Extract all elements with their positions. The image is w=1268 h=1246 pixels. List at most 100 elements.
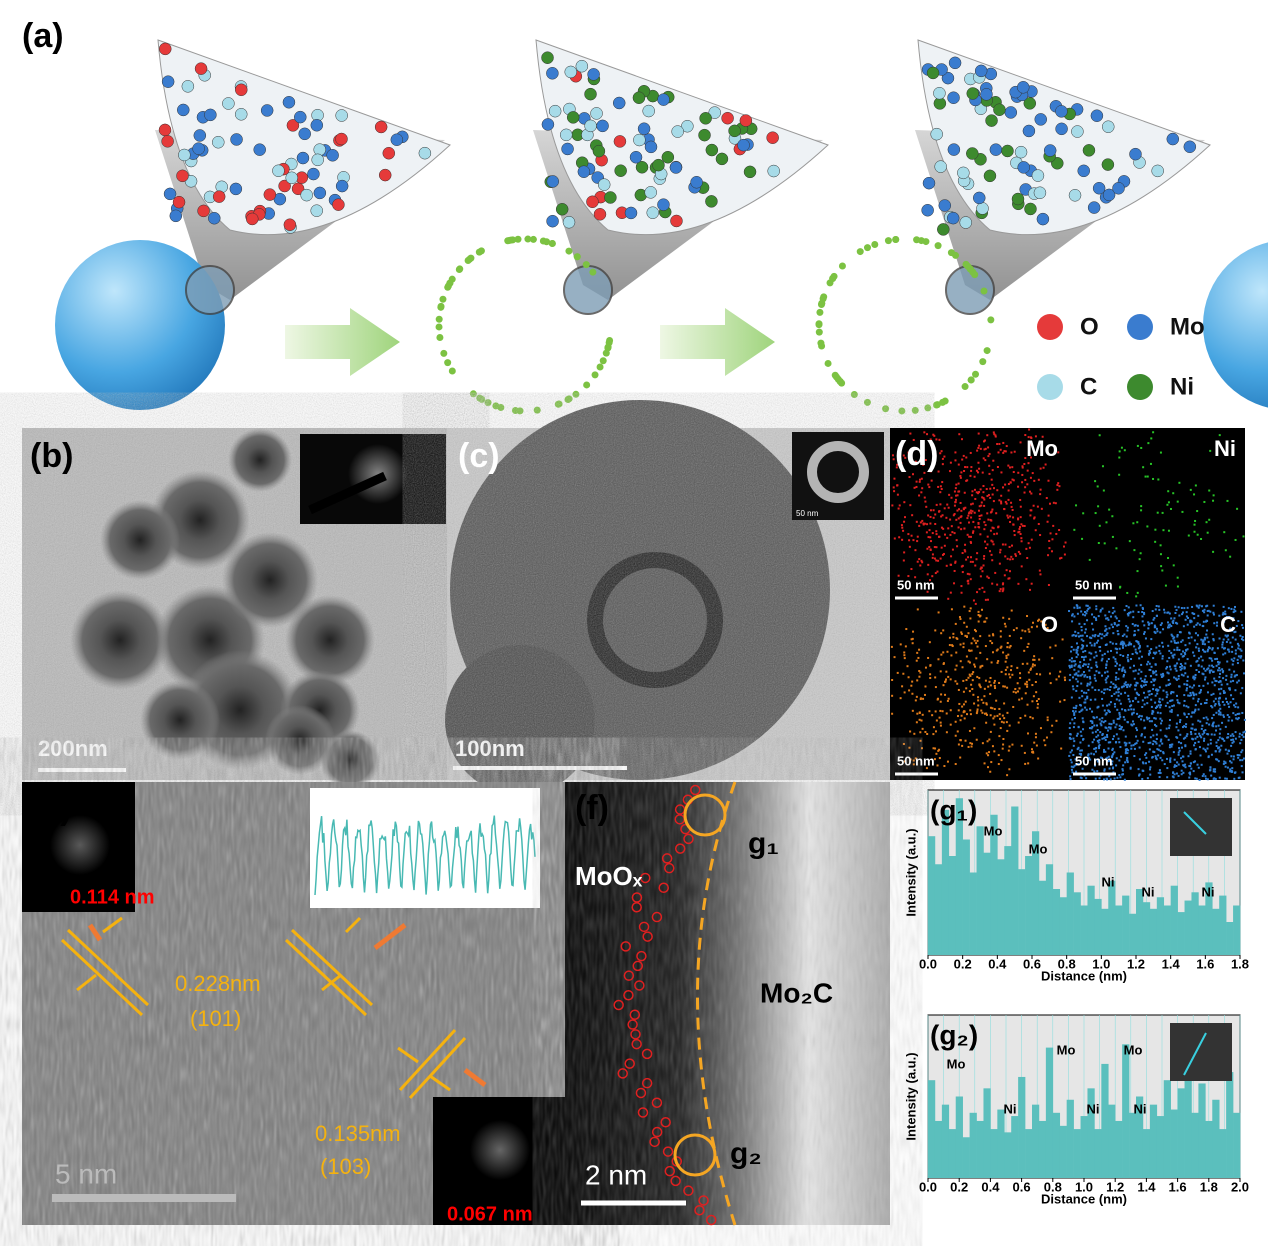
panel-label: (a) <box>22 17 64 55</box>
bar <box>1025 856 1033 955</box>
element-signal <box>924 458 927 461</box>
element-signal <box>971 560 974 563</box>
element-signal <box>1004 543 1007 546</box>
element-signal <box>1236 681 1239 684</box>
element-signal <box>1072 726 1075 729</box>
element-signal <box>1192 761 1195 764</box>
element-signal <box>1192 676 1195 679</box>
element-signal <box>1215 725 1218 728</box>
element-signal <box>990 539 993 542</box>
x-tick-label: 2.0 <box>1231 1179 1249 1194</box>
element-signal <box>1185 689 1188 692</box>
element-signal <box>1087 689 1090 692</box>
element-signal <box>1089 681 1092 684</box>
element-signal <box>907 451 910 454</box>
element-signal <box>1136 739 1139 742</box>
element-signal <box>919 731 922 734</box>
element-signal <box>970 683 973 686</box>
element-signal <box>1129 767 1132 770</box>
element-signal <box>1151 728 1154 731</box>
element-signal <box>1226 660 1229 663</box>
atom-marker <box>641 1077 653 1089</box>
element-signal <box>892 458 895 461</box>
atom <box>560 128 573 142</box>
legend-label: C <box>1080 373 1097 400</box>
element-signal <box>1150 648 1153 651</box>
saed-ring <box>348 444 408 504</box>
element-signal <box>1129 666 1132 669</box>
element-signal <box>1028 490 1031 493</box>
element-signal <box>1128 685 1131 688</box>
element-signal <box>1199 689 1202 692</box>
element-signal <box>1063 676 1066 679</box>
element-signal <box>1070 761 1073 764</box>
element-signal <box>1161 759 1164 762</box>
element-signal <box>1069 650 1072 653</box>
element-signal <box>1218 750 1221 753</box>
element-signal <box>935 559 938 562</box>
element-signal <box>1087 607 1090 610</box>
element-signal <box>1026 645 1029 648</box>
element-signal <box>1194 673 1197 676</box>
element-signal <box>1197 719 1200 722</box>
element-signal <box>960 632 963 635</box>
element-signal <box>1212 494 1215 497</box>
element-signal <box>1109 727 1112 730</box>
atom <box>390 133 404 146</box>
element-signal <box>990 761 993 764</box>
element-signal <box>1179 668 1182 671</box>
element-signal <box>1218 666 1221 669</box>
element-signal <box>1217 746 1220 749</box>
element-signal <box>1189 664 1192 667</box>
element-signal <box>971 502 974 505</box>
element-signal <box>1095 619 1098 622</box>
element-signal <box>1044 623 1047 626</box>
element-signal <box>1096 665 1099 668</box>
element-signal <box>1121 768 1124 771</box>
element-signal <box>1085 708 1088 711</box>
element-signal <box>1088 727 1091 730</box>
element-signal <box>1132 670 1135 673</box>
atom <box>983 169 997 183</box>
element-signal <box>1201 609 1204 612</box>
element-signal <box>1213 677 1216 680</box>
element-signal <box>1178 481 1181 484</box>
element-signal <box>920 491 923 494</box>
element-signal <box>983 439 986 442</box>
element-signal <box>1039 727 1042 730</box>
element-signal <box>957 482 960 485</box>
element-signal <box>1142 684 1145 687</box>
element-signal <box>1076 649 1079 652</box>
element-signal <box>989 640 992 643</box>
element-signal <box>1219 748 1222 751</box>
element-signal <box>1172 704 1175 707</box>
element-signal <box>1145 752 1148 755</box>
element-signal <box>1006 729 1009 732</box>
element-signal <box>1030 538 1033 541</box>
element-signal <box>1203 636 1206 639</box>
ni-particle <box>817 300 825 308</box>
element-signal <box>1013 450 1016 453</box>
element-signal <box>1017 518 1020 521</box>
element-signal <box>1118 668 1121 671</box>
element-signal <box>1076 674 1079 677</box>
element-signal <box>1232 755 1235 758</box>
element-signal <box>1148 760 1151 763</box>
element-signal <box>1159 717 1162 720</box>
element-signal <box>1089 677 1092 680</box>
element-signal <box>1006 557 1009 560</box>
element-signal <box>1027 642 1030 645</box>
element-signal <box>1024 457 1027 460</box>
element-signal <box>1007 483 1010 486</box>
element-signal <box>1002 441 1005 444</box>
element-signal <box>1111 748 1114 751</box>
element-signal <box>971 494 974 497</box>
element-signal <box>984 540 987 543</box>
element-signal <box>1078 665 1081 668</box>
element-signal <box>1107 658 1110 661</box>
element-signal <box>1158 744 1161 747</box>
element-signal <box>964 550 967 553</box>
element-signal <box>1121 769 1124 772</box>
element-signal <box>1027 542 1030 545</box>
element-signal <box>1238 735 1241 738</box>
